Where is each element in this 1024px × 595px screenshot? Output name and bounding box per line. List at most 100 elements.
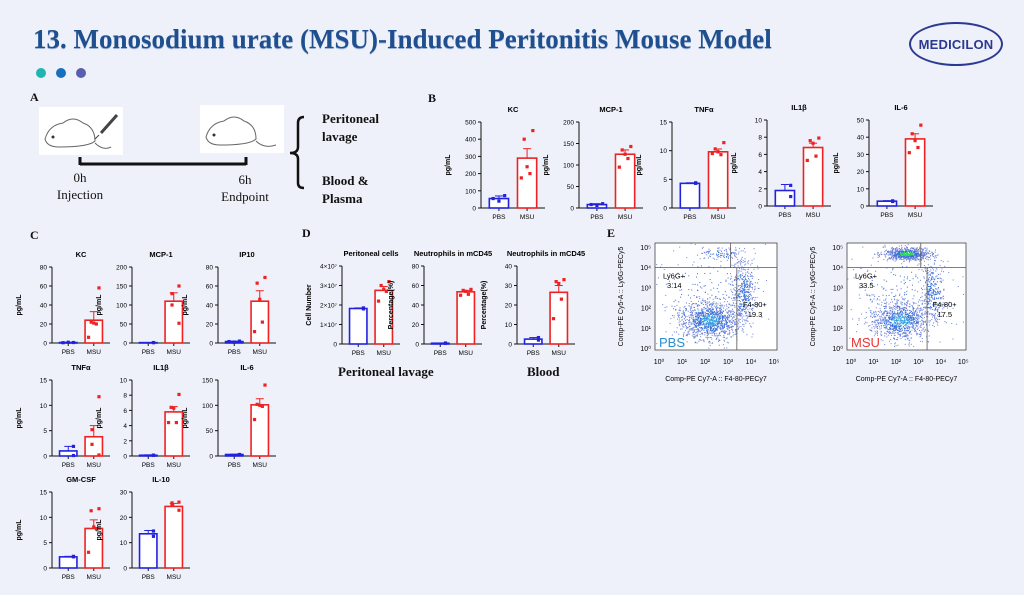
event-dot [741,299,743,301]
mouse-icon [205,116,277,147]
event-dot [690,329,692,331]
event-dot [712,318,714,320]
event-dot [683,333,685,335]
y-tick-label: 500 [465,120,476,127]
event-dot [709,321,711,323]
event-dot [869,340,871,342]
event-dot [721,319,723,321]
event-dot [906,256,908,258]
event-dot [733,316,735,318]
event-dot [941,268,943,270]
event-dot [752,304,754,306]
event-dot [894,345,896,347]
event-dot [695,326,697,328]
event-dot [701,339,703,341]
event-dot [920,309,922,311]
event-dot [931,291,933,293]
y-tick-label: 6 [123,408,127,415]
event-dot [669,273,671,275]
event-dot [920,333,922,335]
event-dot [702,303,704,305]
y-tick-label: 20 [505,303,513,310]
event-dot [871,321,873,323]
event-dot [673,278,675,280]
event-dot [718,318,720,320]
event-dot [701,332,703,334]
event-dot [925,295,927,297]
event-dot [706,332,708,334]
event-dot [928,290,930,292]
event-dot [883,317,885,319]
event-dot [900,257,902,259]
event-dot [884,310,886,312]
event-dot [904,254,906,256]
event-dot [869,329,871,331]
event-dot [685,335,687,337]
y-tick-label: 3×10⁷ [320,283,338,290]
data-point [562,278,566,282]
event-dot [741,274,743,276]
event-dot [896,306,898,308]
event-dot [734,249,736,251]
event-dot [720,256,722,258]
data-point [817,136,821,140]
event-dot [738,272,740,274]
event-dot [723,317,725,319]
event-dot [715,321,717,323]
event-dot [886,330,888,332]
event-dot [904,258,906,260]
event-dot [679,309,681,311]
event-dot [895,248,897,250]
y-tick-label: 15 [660,120,668,127]
event-dot [898,255,900,257]
y-tick-label: 0 [472,206,476,213]
event-dot [748,279,750,281]
event-dot [722,317,724,319]
event-dot [948,301,950,303]
event-dot [703,317,705,319]
event-dot [738,251,740,253]
event-dot [883,287,885,289]
event-dot [721,304,723,306]
event-dot [683,306,685,308]
event-dot [744,295,746,297]
event-dot [709,255,711,257]
event-dot [940,260,942,262]
event-dot [744,261,746,263]
event-dot [906,313,908,315]
event-dot [920,251,922,253]
event-dot [899,249,901,251]
event-dot [691,311,693,313]
event-dot [703,324,705,326]
event-dot [882,314,884,316]
event-dot [714,296,716,298]
event-dot [914,323,916,325]
event-dot [745,308,747,310]
event-dot [708,323,710,325]
event-dot [708,307,710,309]
data-point [629,144,633,149]
event-dot [933,298,935,300]
event-dot [925,293,927,295]
event-dot [728,283,730,285]
event-dot [928,330,930,332]
y-tick-label: 10⁰ [640,345,651,353]
event-dot [720,311,722,313]
event-dot [707,257,709,259]
event-dot [677,316,679,318]
event-dot [907,327,909,329]
data-point [522,137,526,141]
event-dot [704,312,706,314]
event-dot [919,330,921,332]
y-tick-label: 80 [412,264,420,271]
event-dot [905,312,907,314]
event-dot [728,316,730,318]
event-dot [709,318,711,320]
event-dot [704,252,706,254]
event-dot [731,322,733,324]
event-dot [730,311,732,313]
event-dot [743,323,745,325]
event-dot [871,327,873,329]
event-dot [728,310,730,312]
